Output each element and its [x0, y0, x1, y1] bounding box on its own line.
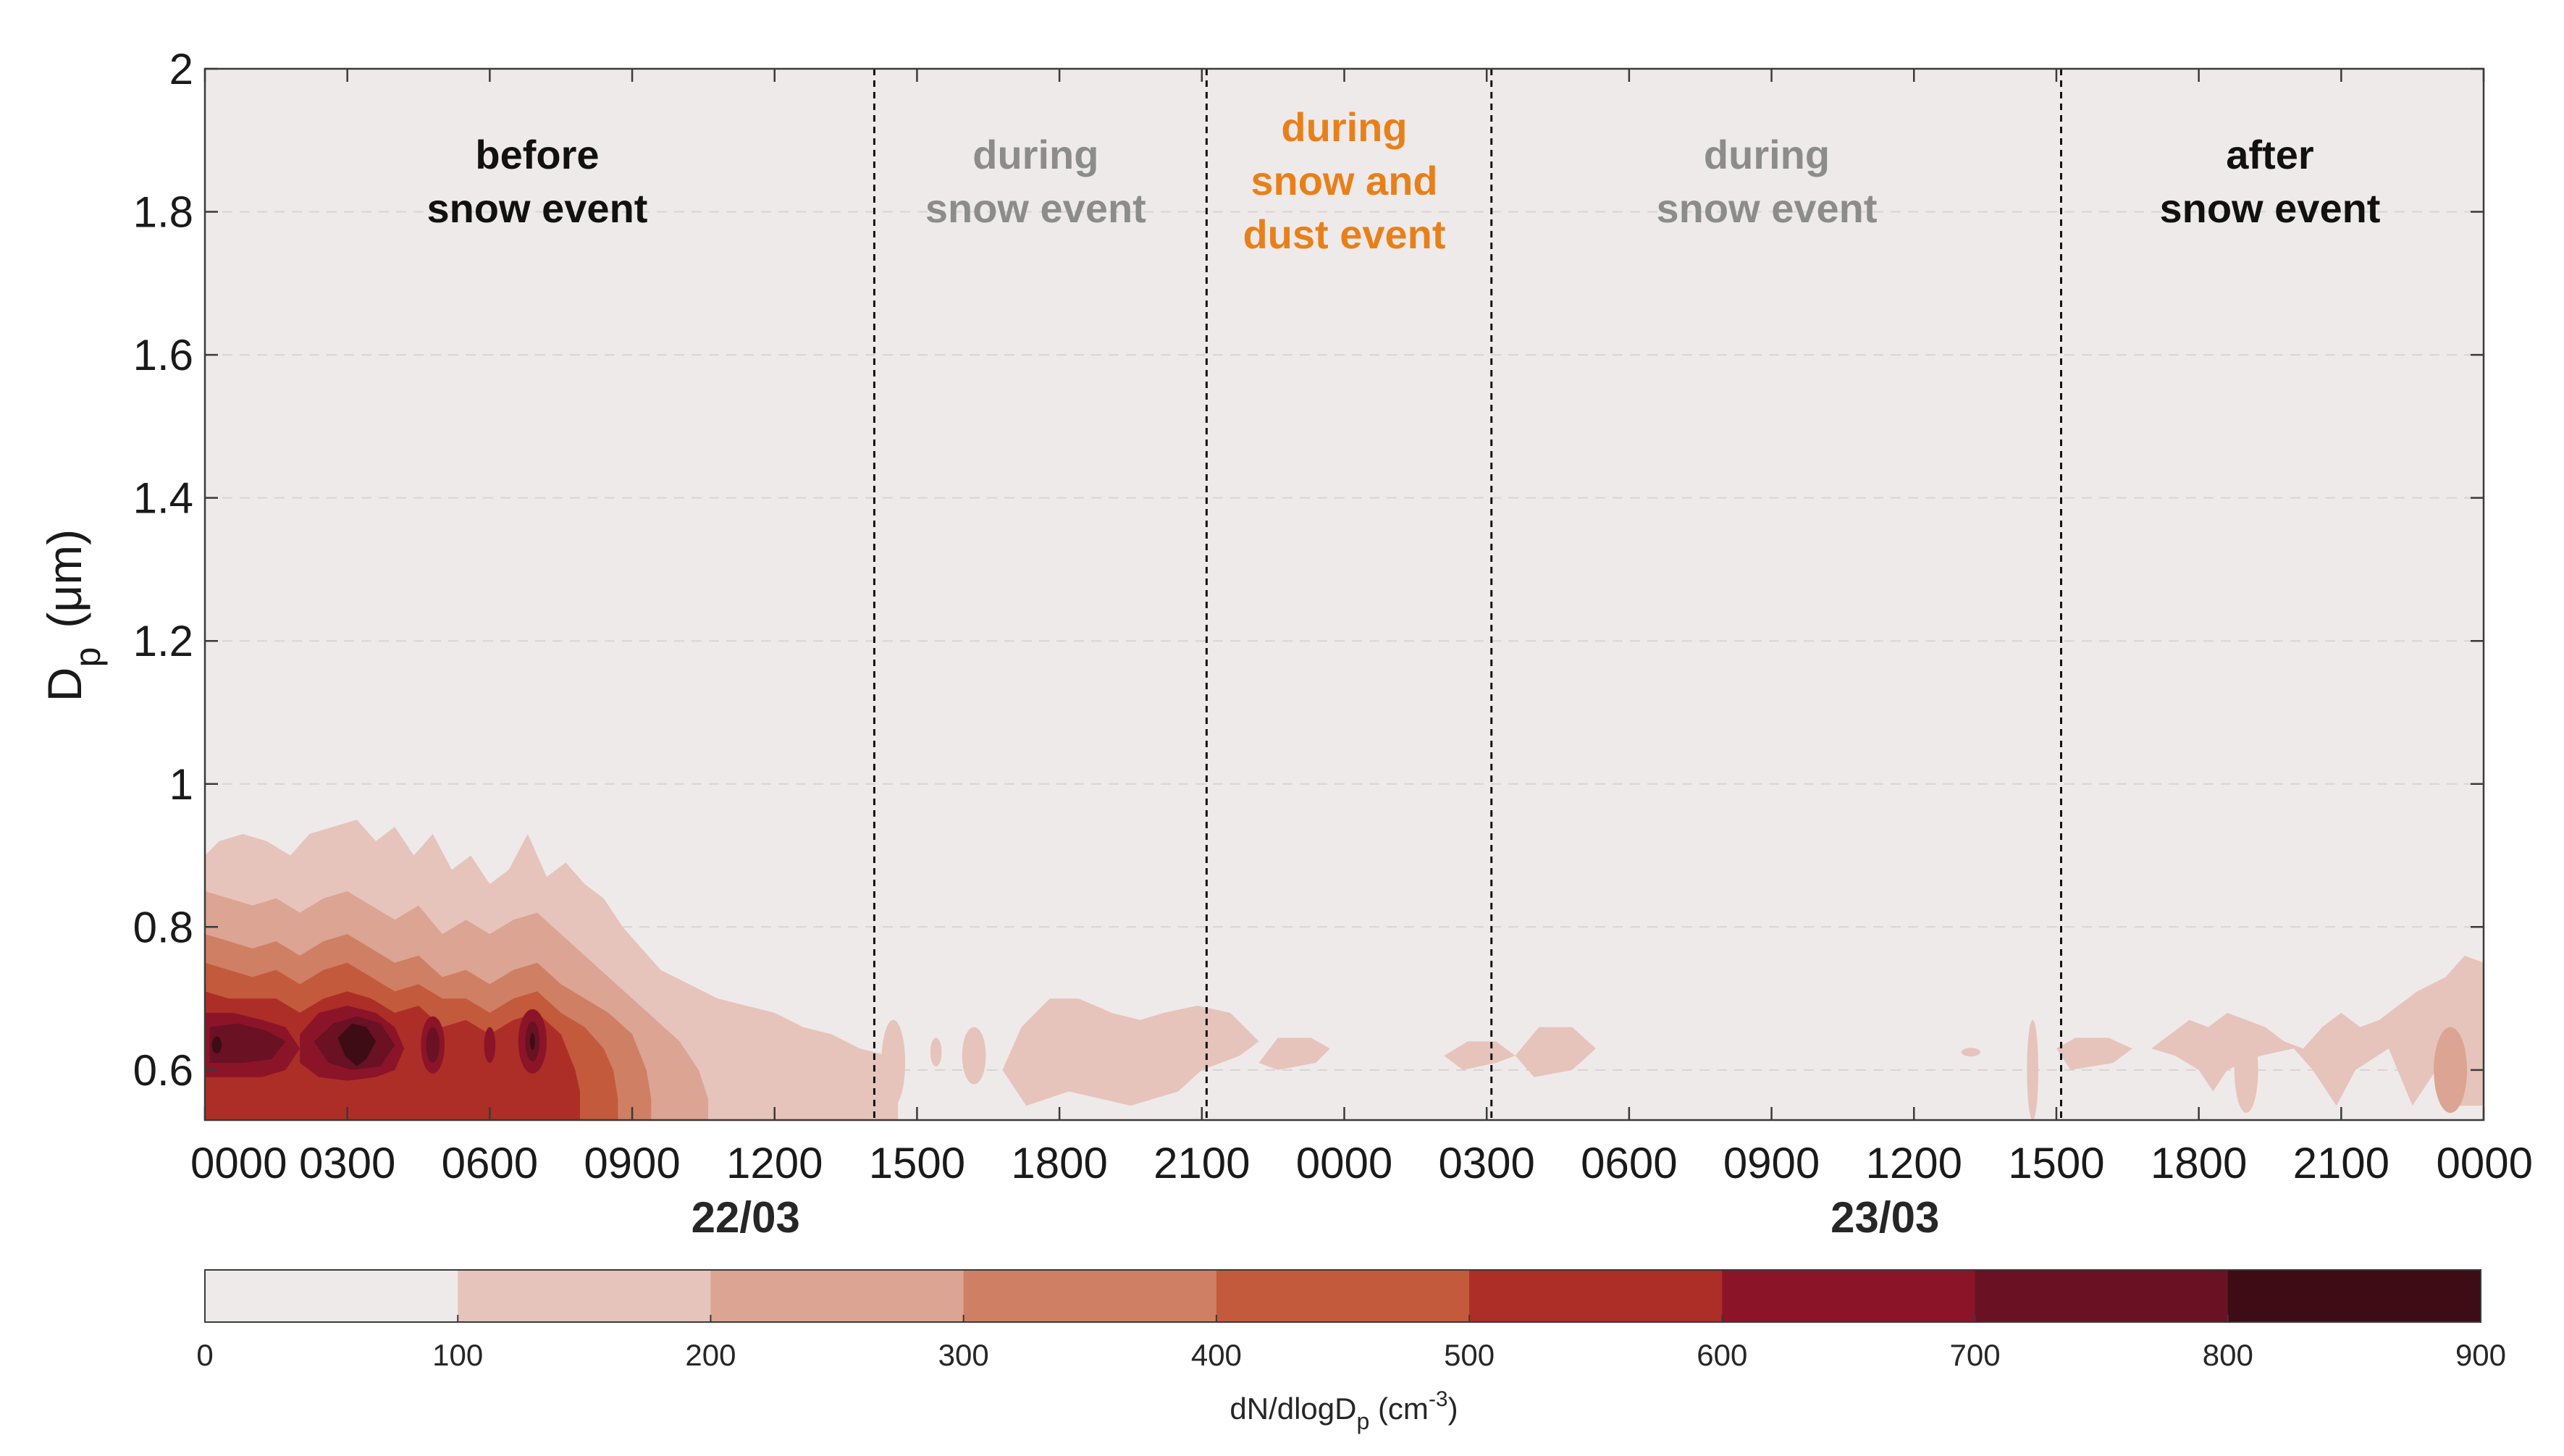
y-axis-label-unit: (μm)	[38, 529, 91, 628]
colorbar-segment-2	[710, 1270, 964, 1322]
x-tick-label-3: 0900	[584, 1139, 680, 1187]
colorbar-segment-0	[205, 1270, 458, 1322]
contour-700-c	[426, 1027, 440, 1063]
date-labels: 22/03 23/03	[692, 1193, 1940, 1242]
colorbar-tick-label-9: 900	[2455, 1338, 2506, 1372]
contour-200-late	[2434, 1027, 2468, 1114]
contour-100-blob-h	[1961, 1048, 1981, 1057]
colorbar-title: dN/dlogDp (cm-3)	[1230, 1387, 1458, 1434]
colorbar-tick-label-5: 500	[1444, 1338, 1495, 1372]
colorbar-tick-label-1: 100	[432, 1338, 483, 1372]
contour-layers	[205, 820, 2484, 1120]
contour-100-blob-i	[2056, 1038, 2132, 1070]
y-tick-label-7: 2	[169, 45, 193, 93]
colorbar-tick-label-7: 700	[1950, 1338, 2001, 1372]
date-label-0: 22/03	[692, 1193, 800, 1242]
contour-100-blob-b	[962, 1027, 986, 1085]
contour-100-blob-a	[1002, 998, 1259, 1106]
x-tick-label-12: 1200	[1866, 1139, 1962, 1187]
y-tick-label-3: 1.2	[133, 617, 193, 665]
x-tick-label-11: 0900	[1723, 1139, 1820, 1187]
contour-600-e	[484, 1027, 496, 1063]
svg-text:Dp(μm): Dp (μm)	[38, 529, 108, 702]
colorbar-frame	[204, 1269, 2481, 1323]
contour-100-wisp-0	[881, 1019, 906, 1106]
y-tick-label-1: 0.8	[133, 903, 193, 951]
y-tick-label-4: 1.4	[133, 474, 193, 523]
colorbar-segment-1	[458, 1270, 711, 1322]
contour-700-a	[209, 1023, 286, 1063]
phase-label-1: during snow event	[925, 132, 1146, 231]
phase-labels: before snow event during snow event during sn…	[426, 104, 2380, 257]
y-axis-label-sub: p	[67, 647, 108, 668]
x-tick-label-14: 1800	[2151, 1139, 2247, 1187]
y-tick-label-0: 0.6	[133, 1046, 193, 1095]
x-tick-label-5: 1500	[869, 1139, 965, 1187]
phase-label-0: before snow event	[426, 132, 647, 231]
x-axis-ticks: 0000 0300 0600 0900 1200 1500 1800 2100 0000 0300…	[190, 69, 2533, 1187]
x-tick-label-15: 2100	[2293, 1139, 2389, 1187]
y-tick-label-5: 1.6	[133, 331, 193, 379]
x-tick-label-1: 0300	[299, 1139, 395, 1187]
x-tick-label-7: 2100	[1153, 1139, 1250, 1187]
colorbar-tick-label-8: 800	[2203, 1338, 2253, 1372]
contour-100-blob-f	[1515, 1027, 1596, 1077]
x-tick-label-4: 1200	[726, 1139, 823, 1187]
contour-100-blob-g	[2027, 1019, 2039, 1120]
x-tick-label-10: 0600	[1581, 1139, 1677, 1187]
colorbar-segment-3	[963, 1270, 1217, 1322]
contour-100-blob-j	[2151, 955, 2484, 1106]
x-tick-label-6: 1800	[1011, 1139, 1107, 1187]
contour-100-blob-d	[1258, 1038, 1330, 1070]
colorbar-tick-label-0: 0	[196, 1338, 213, 1372]
x-tick-label-2: 0600	[442, 1139, 538, 1187]
x-tick-label-8: 0000	[1296, 1139, 1392, 1187]
x-tick-label-16: 0000	[2437, 1139, 2533, 1187]
phase-label-4: after snow event	[2159, 132, 2380, 231]
colorbar-segment-6	[1722, 1270, 1976, 1322]
colorbar-segment-5	[1469, 1270, 1723, 1322]
y-tick-label-6: 1.8	[133, 188, 193, 237]
contour-100-blob-k	[2234, 1027, 2258, 1114]
contour-100-blob-c	[930, 1038, 942, 1066]
y-tick-label-2: 1	[169, 760, 193, 809]
y-axis-label-main: D	[38, 668, 91, 702]
x-tick-label-0: 0000	[190, 1139, 287, 1187]
colorbar-segment-7	[1975, 1270, 2229, 1322]
colorbar: 0 100 200 300 400 500 600 700 800 900	[196, 1269, 2506, 1372]
x-tick-label-9: 0300	[1438, 1139, 1534, 1187]
y-axis-ticks: 0.6 0.8 1 1.2 1.4 1.6 1.8 2	[133, 45, 2484, 1095]
colorbar-segment-8	[2227, 1270, 2481, 1322]
colorbar-tick-label-3: 300	[938, 1338, 989, 1372]
phase-boundaries	[873, 69, 2062, 1120]
grid-lines	[205, 68, 2484, 1071]
contour-800-a	[211, 1036, 222, 1054]
contour-800-b	[337, 1023, 377, 1066]
contour-800-c	[530, 1032, 535, 1051]
y-axis-label: Dp (μm)	[38, 529, 108, 702]
x-tick-label-13: 1500	[2008, 1139, 2104, 1187]
colorbar-tick-label-6: 600	[1697, 1338, 1747, 1372]
date-label-1: 23/03	[1830, 1193, 1939, 1242]
colorbar-segment-4	[1216, 1270, 1470, 1322]
colorbar-tick-label-4: 400	[1191, 1338, 1242, 1372]
contour-100-blob-e	[1444, 1041, 1516, 1070]
phase-label-3: during snow event	[1657, 132, 1878, 231]
colorbar-tick-label-2: 200	[685, 1338, 736, 1372]
phase-label-2: during snow and dust event	[1243, 104, 1445, 257]
